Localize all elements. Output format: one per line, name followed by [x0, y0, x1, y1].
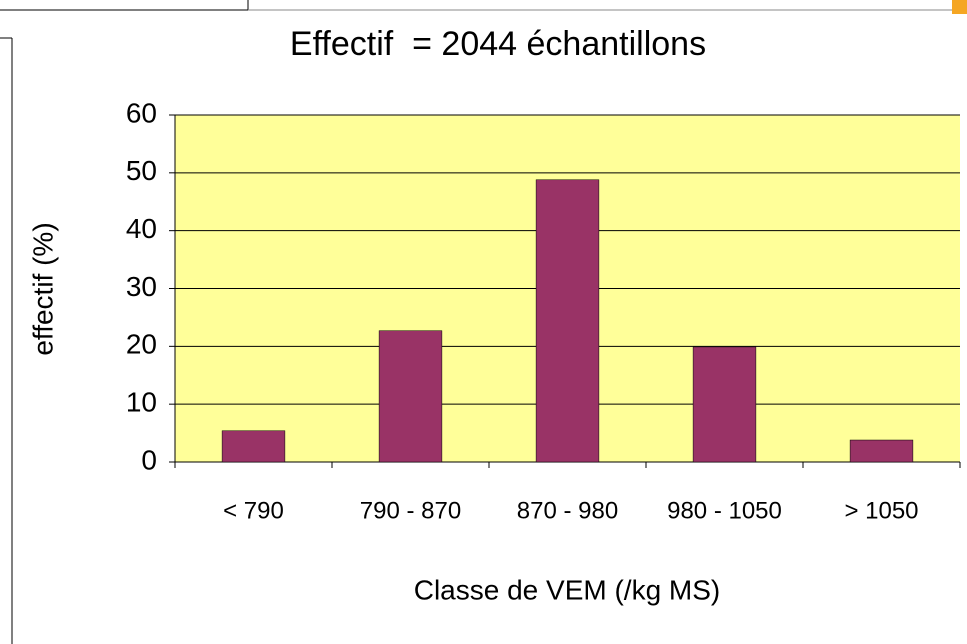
x-tick-label: > 1050 [844, 497, 918, 524]
y-tick-label: 20 [126, 329, 157, 360]
x-axis-label: Classe de VEM (/kg MS) [414, 574, 721, 605]
bar [221, 430, 286, 463]
y-tick-label: 50 [126, 155, 157, 186]
y-tick-label: 30 [126, 271, 157, 302]
bar [378, 330, 443, 463]
y-tick-label: 0 [141, 444, 157, 475]
y-tick-label: 40 [126, 213, 157, 244]
x-tick-label: 870 - 980 [517, 497, 618, 524]
bar [692, 346, 757, 463]
x-tick-label: 790 - 870 [360, 497, 461, 524]
y-tick-label: 60 [126, 97, 157, 128]
y-tick-label: 10 [126, 387, 157, 418]
bar [535, 179, 600, 463]
bar [849, 439, 914, 463]
corner-icon [952, 0, 967, 14]
x-tick-label: 980 - 1050 [667, 497, 782, 524]
x-tick-label: < 790 [223, 497, 284, 524]
chart-title: Effectif = 2044 échantillons [290, 25, 706, 63]
y-axis-label: effectif (%) [27, 222, 58, 355]
